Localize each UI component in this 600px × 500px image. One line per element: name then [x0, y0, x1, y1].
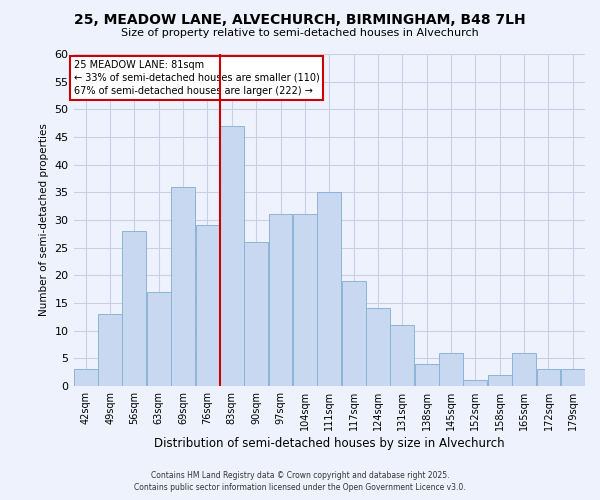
- Bar: [415, 364, 439, 386]
- Bar: [488, 375, 512, 386]
- Bar: [244, 242, 268, 386]
- Bar: [561, 369, 585, 386]
- Text: 25 MEADOW LANE: 81sqm
← 33% of semi-detached houses are smaller (110)
67% of sem: 25 MEADOW LANE: 81sqm ← 33% of semi-deta…: [74, 60, 319, 96]
- Bar: [391, 325, 414, 386]
- Text: 25, MEADOW LANE, ALVECHURCH, BIRMINGHAM, B48 7LH: 25, MEADOW LANE, ALVECHURCH, BIRMINGHAM,…: [74, 12, 526, 26]
- Text: Size of property relative to semi-detached houses in Alvechurch: Size of property relative to semi-detach…: [121, 28, 479, 38]
- Bar: [317, 192, 341, 386]
- Bar: [366, 308, 390, 386]
- Text: Contains HM Land Registry data © Crown copyright and database right 2025.
Contai: Contains HM Land Registry data © Crown c…: [134, 471, 466, 492]
- Bar: [293, 214, 317, 386]
- Bar: [98, 314, 122, 386]
- Bar: [171, 186, 195, 386]
- X-axis label: Distribution of semi-detached houses by size in Alvechurch: Distribution of semi-detached houses by …: [154, 437, 505, 450]
- Bar: [439, 352, 463, 386]
- Bar: [536, 369, 560, 386]
- Bar: [220, 126, 244, 386]
- Bar: [74, 369, 98, 386]
- Bar: [341, 280, 365, 386]
- Bar: [463, 380, 487, 386]
- Bar: [269, 214, 292, 386]
- Bar: [196, 226, 220, 386]
- Bar: [147, 292, 171, 386]
- Bar: [122, 231, 146, 386]
- Y-axis label: Number of semi-detached properties: Number of semi-detached properties: [39, 124, 49, 316]
- Bar: [512, 352, 536, 386]
